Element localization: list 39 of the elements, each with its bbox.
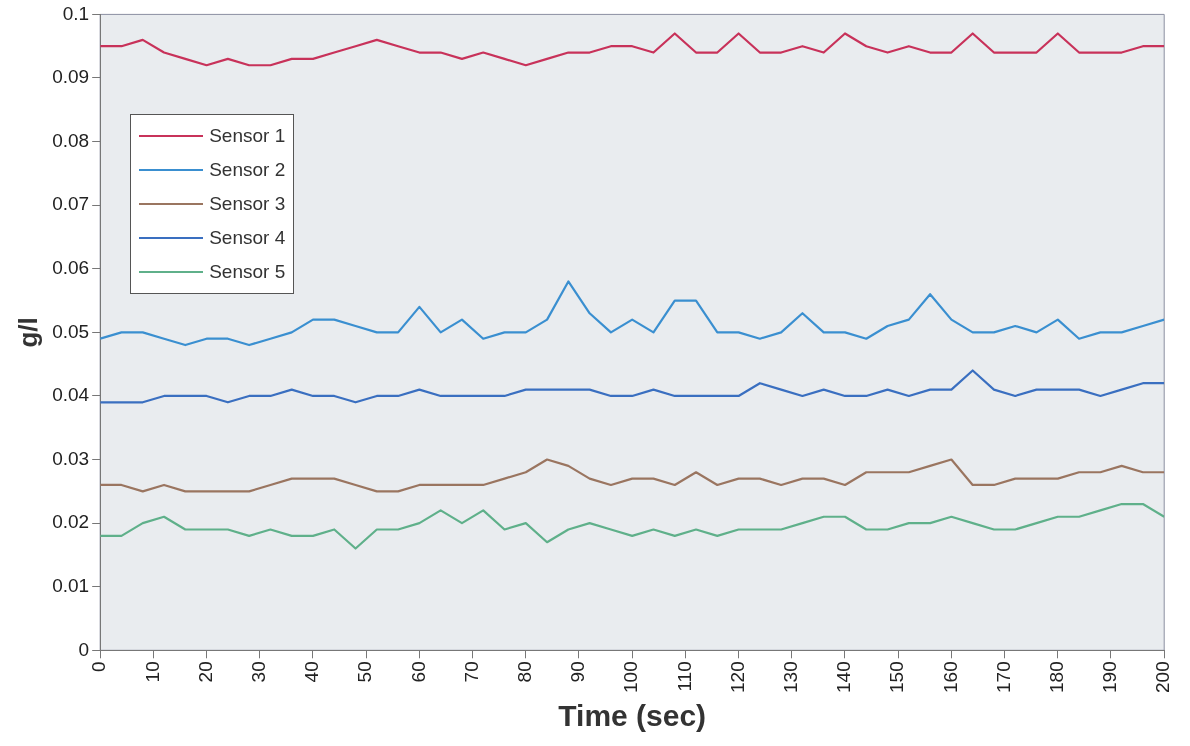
x-tick-label: 60: [407, 661, 429, 683]
y-tick-label: 0.03: [52, 447, 90, 469]
x-tick-label: 70: [460, 661, 482, 683]
legend-label: Sensor 2: [209, 159, 286, 182]
x-tick-label: 40: [301, 661, 323, 683]
y-tick-label: 0.04: [52, 384, 90, 406]
x-tick-label: 100: [620, 661, 642, 693]
x-tick-label: 10: [141, 661, 163, 683]
y-tick-label: 0: [78, 638, 90, 660]
y-tick-label: 0.1: [62, 2, 90, 24]
x-tick-label: 190: [1099, 661, 1121, 693]
y-tick-label: 0.05: [52, 320, 90, 342]
x-tick-label: 80: [514, 661, 536, 683]
y-tick-label: 0.07: [52, 193, 90, 215]
y-axis-title: g/l: [12, 317, 43, 348]
y-tick-label: 0.02: [52, 511, 90, 533]
legend-label: Sensor 1: [209, 125, 286, 148]
x-tick-label: 20: [194, 661, 216, 683]
x-tick-label: 160: [939, 661, 961, 693]
x-tick-label: 140: [833, 661, 855, 693]
x-tick-label: 50: [354, 661, 376, 683]
x-tick-label: 110: [673, 661, 695, 692]
x-axis-title: Time (sec): [558, 699, 707, 733]
y-tick-label: 0.01: [52, 574, 90, 596]
legend-label: Sensor 3: [209, 193, 286, 216]
legend-label: Sensor 4: [209, 227, 286, 250]
x-tick-label: 180: [1046, 661, 1068, 693]
x-tick-label: 120: [726, 661, 748, 693]
x-tick-label: 200: [1152, 661, 1174, 693]
y-tick-label: 0.08: [52, 129, 90, 151]
x-tick-label: 90: [567, 661, 589, 683]
x-tick-label: 0: [88, 661, 110, 672]
x-tick-label: 30: [248, 661, 270, 683]
x-tick-label: 150: [886, 661, 908, 693]
x-tick-label: 130: [780, 661, 802, 693]
y-tick-label: 0.06: [52, 256, 90, 278]
x-tick-label: 170: [992, 661, 1014, 693]
y-tick-label: 0.09: [52, 66, 90, 88]
legend-label: Sensor 5: [209, 261, 286, 284]
